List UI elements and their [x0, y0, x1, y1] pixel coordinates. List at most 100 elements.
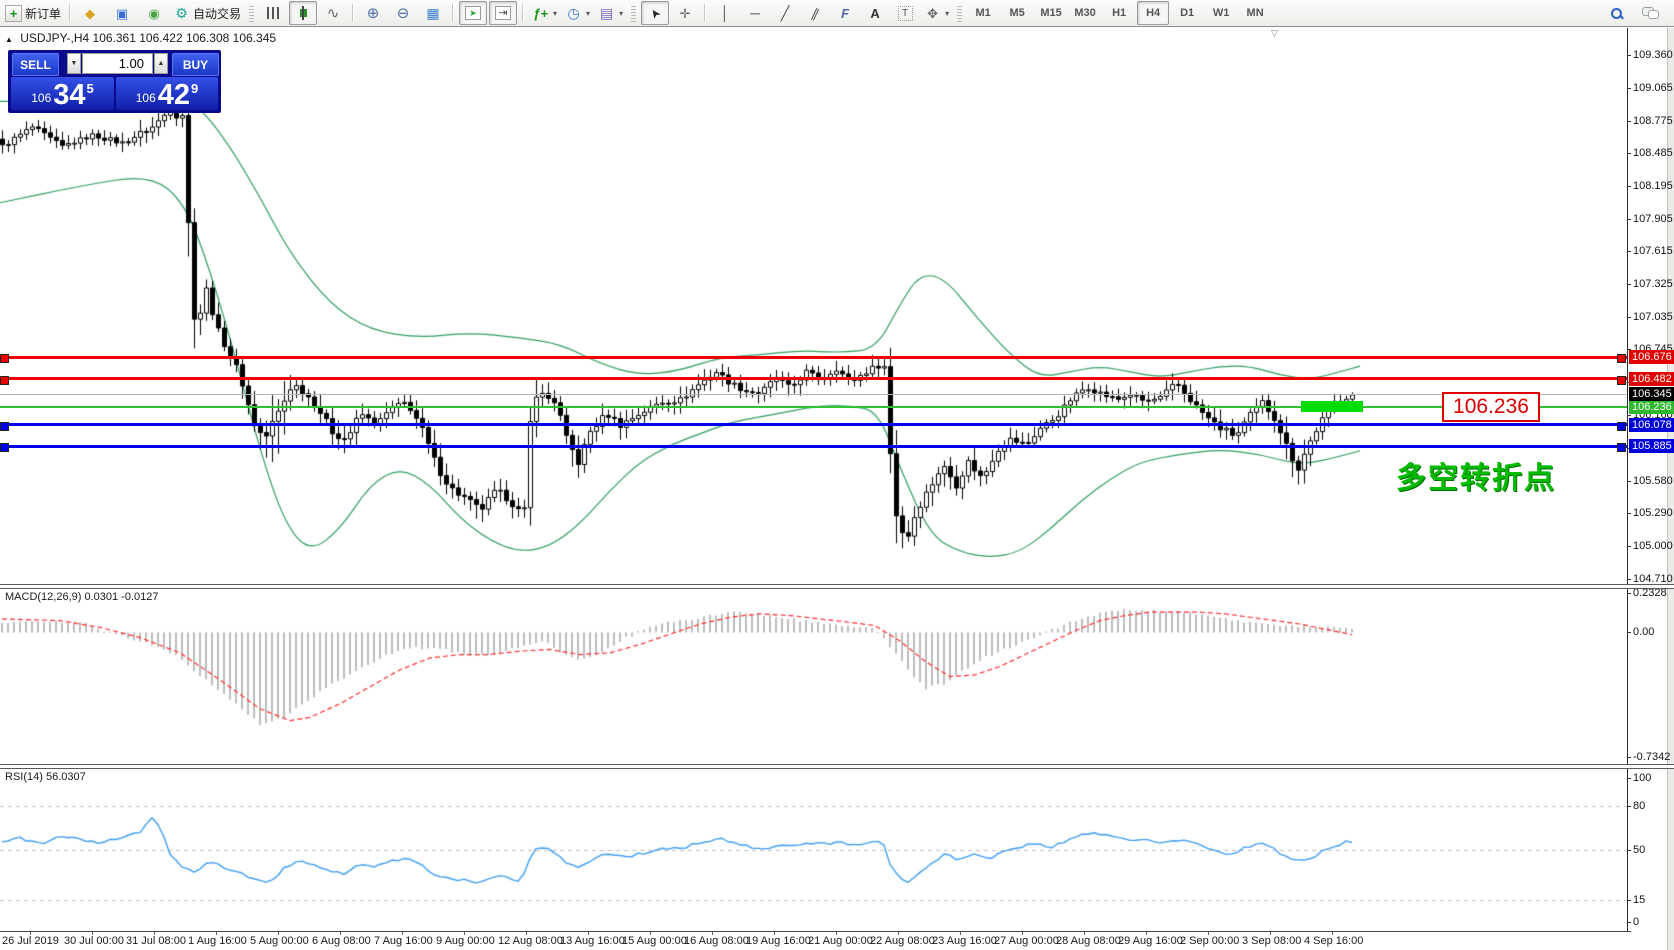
timeframe-button-mn[interactable]: MN: [1246, 7, 1264, 19]
level-line-endpoint[interactable]: [0, 376, 9, 385]
buy-price-big: 42: [157, 79, 191, 111]
signal-icon: ◉: [148, 5, 160, 21]
level-line-endpoint[interactable]: [1617, 376, 1626, 385]
time-axis-label: 30 Jul 00:00: [64, 935, 124, 947]
buy-button[interactable]: BUY: [172, 53, 219, 76]
price-tick-label: 108.775: [1633, 115, 1673, 127]
price-tick-mark: [1627, 153, 1631, 154]
toolbar-separator: [522, 4, 525, 22]
timeframe-group: M1 M5 M15 M30 H1 H4 D1 W1 MN: [967, 1, 1271, 25]
level-line-106.236[interactable]: [0, 406, 1627, 408]
channel-button[interactable]: ∥: [801, 1, 829, 25]
volume-input[interactable]: [82, 53, 153, 74]
toolbar-drag-handle[interactable]: [249, 4, 255, 22]
candlestick-button[interactable]: [289, 1, 318, 25]
sell-price-prefix: 106: [31, 91, 52, 105]
dropdown-arrow-icon: ▾: [586, 8, 591, 18]
level-line-endpoint[interactable]: [0, 354, 9, 363]
current-price-badge: 106.345: [1629, 387, 1674, 401]
timeframe-button-m1[interactable]: M1: [975, 7, 991, 19]
collapse-triangle-icon[interactable]: ▲: [5, 35, 13, 44]
chat-button[interactable]: [1636, 1, 1664, 25]
time-axis-label: 9 Aug 00:00: [436, 935, 495, 947]
crosshair-button[interactable]: ✛: [671, 1, 699, 25]
level-line-106.078[interactable]: [0, 423, 1627, 426]
cursor-button[interactable]: ➤: [641, 1, 670, 25]
auto-scroll-button[interactable]: ➤: [459, 1, 488, 25]
level-line-endpoint[interactable]: [0, 443, 9, 452]
chart-ohlc-values: 106.361 106.422 106.308 106.345: [92, 31, 277, 45]
price-tick-mark: [1627, 317, 1631, 318]
sell-price-quote[interactable]: 106 34 5: [11, 77, 114, 110]
trendline-button[interactable]: ╱: [771, 1, 799, 25]
main-chart-canvas[interactable]: [0, 28, 1627, 584]
chart-shift-button[interactable]: ⇥: [489, 1, 518, 25]
level-line-106.482[interactable]: [0, 377, 1627, 380]
timeframe-button-m30[interactable]: M30: [1074, 7, 1096, 19]
buy-price-quote[interactable]: 106 42 9: [116, 77, 218, 110]
toolbar-drag-handle[interactable]: [631, 4, 637, 22]
level-line-105.885[interactable]: [0, 445, 1627, 448]
price-annotation-box[interactable]: 106.236: [1442, 392, 1540, 422]
periods-button[interactable]: ◷ ▾: [562, 1, 593, 25]
indicators-button[interactable]: ƒ+ ▾: [529, 1, 560, 25]
level-line-endpoint[interactable]: [1617, 354, 1626, 363]
text-button[interactable]: A: [861, 1, 889, 25]
rsi-tick-mark: [1627, 806, 1631, 807]
vertical-line-button[interactable]: │: [711, 1, 739, 25]
volume-increase-button[interactable]: ▲: [154, 53, 168, 74]
price-tick-mark: [1627, 219, 1631, 220]
timeframe-button-w1[interactable]: W1: [1212, 7, 1230, 19]
time-axis-label: 6 Aug 08:00: [312, 935, 371, 947]
macd-panel-canvas[interactable]: [0, 590, 1627, 764]
auto-trading-button[interactable]: ⚙ 自动交易: [170, 1, 244, 25]
auto-trading-label: 自动交易: [193, 6, 242, 21]
fibonacci-button[interactable]: F: [831, 1, 859, 25]
bar-chart-button[interactable]: [259, 1, 287, 25]
search-button[interactable]: [1602, 1, 1630, 25]
toolbar-chart-group: ∿ ⊕ ⊖ ▦ ➤ ⇥ ƒ+ ▾ ◷ ▾ ▤ ▾: [259, 1, 626, 25]
level-line-106.676[interactable]: [0, 356, 1627, 359]
panel-splitter[interactable]: [0, 584, 1674, 589]
volume-decrease-button[interactable]: ▼: [67, 53, 81, 74]
time-axis-tick: [1270, 931, 1271, 935]
line-chart-button[interactable]: ∿: [319, 1, 347, 25]
toolbar-drag-handle[interactable]: [957, 4, 963, 22]
price-tick-mark: [1627, 349, 1631, 350]
highlight-rectangle[interactable]: [1301, 401, 1363, 412]
timeframe-button-d1[interactable]: D1: [1180, 7, 1195, 19]
templates-button[interactable]: ▤ ▾: [595, 1, 626, 25]
rsi-panel-canvas[interactable]: [0, 770, 1627, 931]
timeframe-button-m15[interactable]: M15: [1040, 7, 1062, 19]
price-tick-label: 105.580: [1633, 475, 1673, 487]
tile-windows-button[interactable]: ▦: [419, 1, 447, 25]
macd-tick-mark: [1627, 593, 1631, 594]
level-line-endpoint[interactable]: [1617, 422, 1626, 431]
time-axis-tick: [712, 931, 713, 935]
time-axis-label: 2 Sep 00:00: [1180, 935, 1240, 947]
timeframe-button-h4[interactable]: H4: [1137, 1, 1170, 25]
bar-chart-icon: [267, 7, 280, 19]
turning-point-text[interactable]: 多空转折点: [1396, 462, 1556, 495]
panel-splitter[interactable]: [0, 764, 1674, 769]
signal-button[interactable]: ◉: [140, 1, 168, 25]
zoom-in-button[interactable]: ⊕: [359, 1, 387, 25]
chart-shift-marker[interactable]: ▽: [1271, 28, 1278, 38]
level-line-endpoint[interactable]: [1617, 443, 1626, 452]
text-label-icon: T: [897, 5, 913, 21]
level-line-endpoint[interactable]: [0, 422, 9, 431]
sell-button[interactable]: SELL: [12, 53, 59, 76]
price-level-badge: 106.676: [1629, 350, 1674, 364]
timeframe-button-m5[interactable]: M5: [1009, 7, 1025, 19]
horizontal-line-button[interactable]: ─: [741, 1, 769, 25]
timeframe-button-h1[interactable]: H1: [1112, 7, 1127, 19]
zoom-out-button[interactable]: ⊖: [389, 1, 417, 25]
text-label-button[interactable]: T: [891, 1, 919, 25]
arrows-button[interactable]: ✥ ▾: [921, 1, 952, 25]
terminal-button[interactable]: ▣: [108, 1, 136, 25]
time-axis-label: 29 Aug 16:00: [1118, 935, 1183, 947]
new-order-button[interactable]: + 新订单: [2, 1, 64, 25]
price-level-badge: 106.078: [1629, 418, 1674, 432]
layers-button[interactable]: ◆: [76, 1, 104, 25]
